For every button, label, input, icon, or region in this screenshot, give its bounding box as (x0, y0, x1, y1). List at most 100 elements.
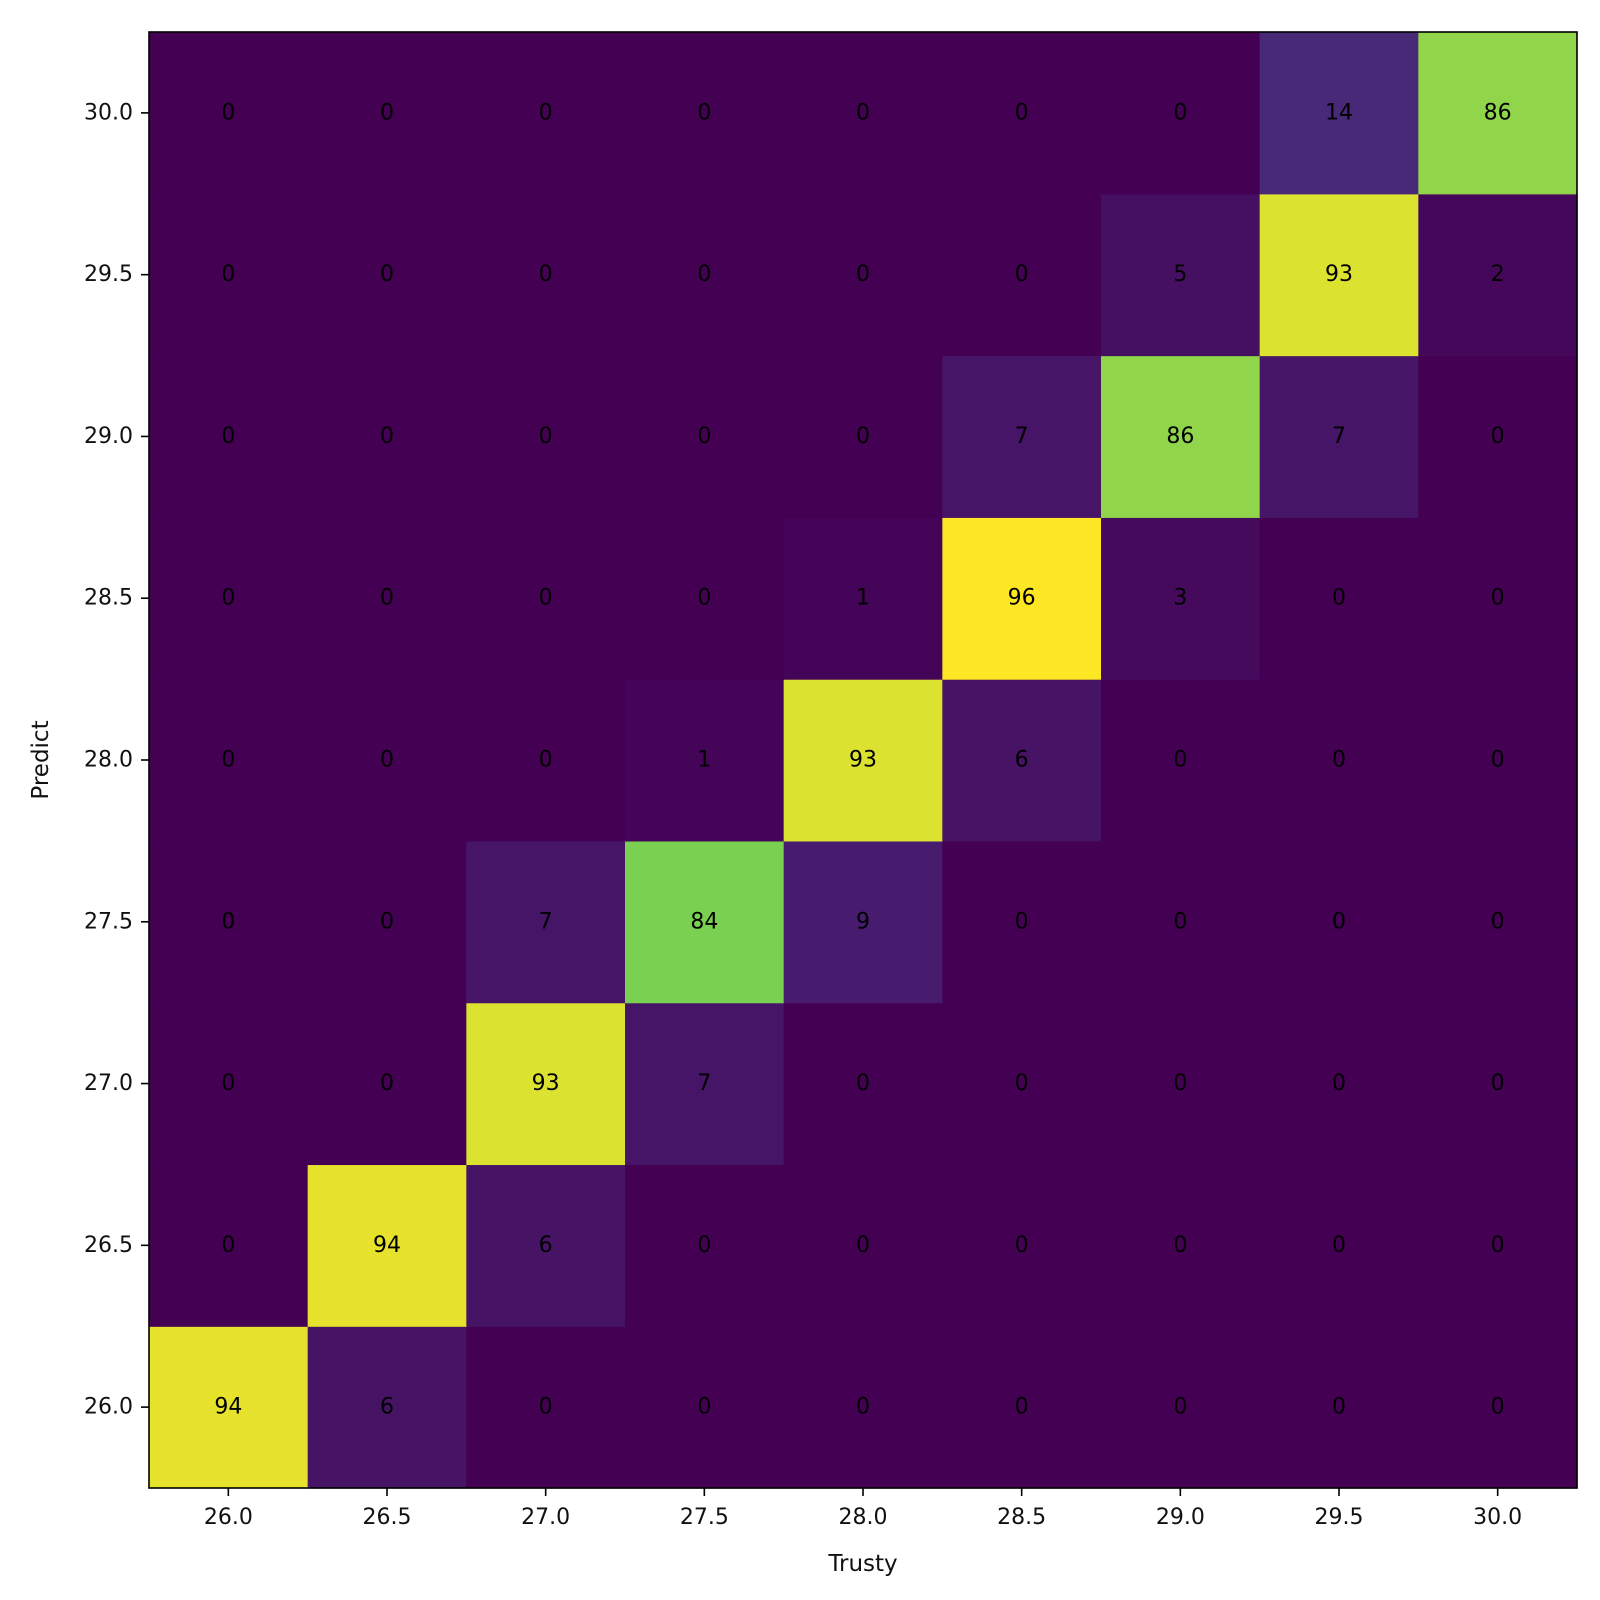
cell-value-label: 0 (1015, 909, 1029, 934)
y-tick-label: 27.5 (84, 909, 133, 934)
cell-value-label: 6 (380, 1395, 394, 1420)
cell-value-label: 0 (1491, 1395, 1505, 1420)
heatmap-cell (1101, 1164, 1261, 1327)
heatmap-cell (1259, 193, 1419, 357)
heatmap-cell (307, 1164, 467, 1327)
x-tick-label: 29.0 (1156, 1505, 1205, 1530)
cell-value-label: 0 (539, 586, 553, 611)
cell-value-label: 7 (539, 909, 553, 934)
y-tick-label: 28.5 (84, 586, 133, 611)
cell-value-label: 0 (1173, 748, 1187, 773)
heatmap-cell (307, 1002, 467, 1166)
heatmap-cell (625, 32, 785, 195)
y-axis-ticks: 26.0 26.5 27.0 27.5 28.0 28.5 29.0 29.5 30.0 (84, 100, 149, 1420)
cell-value-label: 6 (1015, 748, 1029, 773)
cell-value-label: 0 (697, 1395, 711, 1420)
cell-value-label: 0 (539, 262, 553, 287)
cell-value-label: 0 (380, 424, 394, 449)
x-tick-label: 26.5 (363, 1505, 412, 1530)
cell-value-label: 0 (221, 262, 235, 287)
heatmap-cell (466, 1326, 626, 1489)
heatmap-cell (307, 517, 467, 680)
cell-value-label: 0 (1173, 100, 1187, 125)
heatmap-cell (1101, 517, 1261, 680)
heatmap-cell (625, 679, 785, 842)
cell-value-label: 0 (1332, 1071, 1346, 1096)
cell-value-label: 0 (380, 909, 394, 934)
heatmap-cell (1418, 840, 1578, 1004)
cell-value-label: 0 (697, 586, 711, 611)
heatmap-cell (149, 355, 309, 518)
heatmap-cell (1101, 679, 1261, 842)
heatmap-cell (625, 517, 785, 680)
x-tick-label: 27.5 (680, 1505, 729, 1530)
cell-value-label: 2 (1491, 262, 1505, 287)
heatmap-cell (466, 1002, 626, 1166)
heatmap-cell (1259, 517, 1419, 680)
cell-value-label: 0 (697, 1233, 711, 1258)
heatmap-cell (1259, 355, 1419, 518)
heatmap-cell (942, 32, 1102, 195)
heatmap-cell (149, 1326, 309, 1489)
heatmap-cell (942, 840, 1102, 1004)
cell-value-label: 0 (856, 1071, 870, 1096)
heatmap-cell (625, 193, 785, 357)
cell-value-label: 0 (1332, 1233, 1346, 1258)
cell-value-label: 0 (221, 100, 235, 125)
cell-value-label: 0 (856, 1233, 870, 1258)
heatmap-cell (783, 355, 943, 518)
cell-value-label: 9 (856, 909, 870, 934)
cell-value-label: 86 (1166, 424, 1194, 449)
heatmap-cell (1259, 1326, 1419, 1489)
heatmap-cell (1101, 840, 1261, 1004)
heatmap-cell (625, 840, 785, 1004)
heatmap-cell (1101, 32, 1261, 195)
heatmap-cell (466, 355, 626, 518)
cell-value-label: 0 (1015, 262, 1029, 287)
cell-value-label: 5 (1173, 262, 1187, 287)
heatmap-cell (1418, 193, 1578, 357)
heatmap-cell (466, 193, 626, 357)
heatmap-cell (942, 679, 1102, 842)
heatmap-cell (783, 840, 943, 1004)
x-tick-label: 30.0 (1473, 1505, 1522, 1530)
heatmap-cell (307, 193, 467, 357)
heatmap-cell (466, 517, 626, 680)
heatmap-cell (625, 355, 785, 518)
y-tick-label: 30.0 (84, 100, 133, 125)
cell-value-label: 0 (1491, 1071, 1505, 1096)
cell-value-label: 0 (1173, 909, 1187, 934)
cell-value-label: 0 (221, 1233, 235, 1258)
heatmap-cell (149, 193, 309, 357)
cell-value-label: 0 (1491, 909, 1505, 934)
cell-value-label: 0 (221, 586, 235, 611)
y-axis-label: Predict (28, 720, 54, 799)
heatmap-cell (942, 1164, 1102, 1327)
cell-value-label: 0 (1332, 909, 1346, 934)
cell-value-label: 0 (380, 262, 394, 287)
heatmap-cell (783, 32, 943, 195)
cell-value-label: 94 (373, 1233, 401, 1258)
heatmap-cell (1418, 355, 1578, 518)
heatmap-cell (149, 517, 309, 680)
cell-value-label: 7 (1015, 424, 1029, 449)
heatmap-cell (942, 193, 1102, 357)
heatmap-cell (625, 1164, 785, 1327)
heatmap-cell (307, 355, 467, 518)
heatmap-cell (783, 517, 943, 680)
heatmap-cell (783, 1164, 943, 1327)
heatmap-cell (1259, 1002, 1419, 1166)
y-tick-label: 26.0 (84, 1395, 133, 1420)
heatmap-cell (1259, 679, 1419, 842)
cell-value-label: 93 (1325, 262, 1353, 287)
cell-value-label: 96 (1008, 586, 1036, 611)
heatmap-cell (1418, 1002, 1578, 1166)
cell-value-label: 93 (849, 748, 877, 773)
cell-value-label: 0 (856, 424, 870, 449)
cell-value-label: 0 (1173, 1233, 1187, 1258)
cell-value-label: 86 (1484, 100, 1512, 125)
cell-value-label: 0 (380, 1071, 394, 1096)
heatmap-cell (1418, 1164, 1578, 1327)
heatmap-cell (307, 840, 467, 1004)
